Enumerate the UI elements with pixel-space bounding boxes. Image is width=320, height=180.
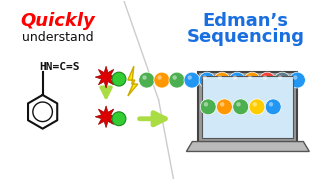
Circle shape <box>263 75 267 80</box>
Circle shape <box>112 72 126 86</box>
Circle shape <box>139 72 155 88</box>
Circle shape <box>233 99 249 115</box>
Circle shape <box>229 72 245 88</box>
Circle shape <box>214 72 230 88</box>
Circle shape <box>290 72 305 88</box>
Circle shape <box>220 102 224 107</box>
Circle shape <box>142 75 147 80</box>
Circle shape <box>157 75 162 80</box>
Text: Quickly: Quickly <box>20 12 95 30</box>
Circle shape <box>218 75 222 80</box>
Text: Edman’s: Edman’s <box>203 12 289 30</box>
Circle shape <box>269 102 273 107</box>
Text: HN=C=S: HN=C=S <box>39 62 80 72</box>
Circle shape <box>112 112 126 126</box>
Circle shape <box>184 72 200 88</box>
Circle shape <box>278 75 282 80</box>
Polygon shape <box>128 66 138 96</box>
Circle shape <box>200 99 216 115</box>
Circle shape <box>169 72 185 88</box>
Text: understand: understand <box>22 31 93 44</box>
Circle shape <box>244 72 260 88</box>
Circle shape <box>236 102 241 107</box>
Circle shape <box>259 72 275 88</box>
Circle shape <box>204 102 208 107</box>
Circle shape <box>199 72 215 88</box>
Circle shape <box>217 99 232 115</box>
Circle shape <box>249 99 265 115</box>
Polygon shape <box>95 106 117 128</box>
Polygon shape <box>95 66 117 88</box>
FancyBboxPatch shape <box>198 72 297 141</box>
Circle shape <box>233 75 237 80</box>
Circle shape <box>154 72 170 88</box>
Circle shape <box>252 102 257 107</box>
FancyBboxPatch shape <box>202 76 293 138</box>
Circle shape <box>248 75 252 80</box>
Text: Sequencing: Sequencing <box>187 28 305 46</box>
Circle shape <box>293 75 297 80</box>
Circle shape <box>275 72 290 88</box>
Circle shape <box>172 75 177 80</box>
Polygon shape <box>186 141 309 151</box>
Circle shape <box>203 75 207 80</box>
Circle shape <box>265 99 281 115</box>
Circle shape <box>188 75 192 80</box>
